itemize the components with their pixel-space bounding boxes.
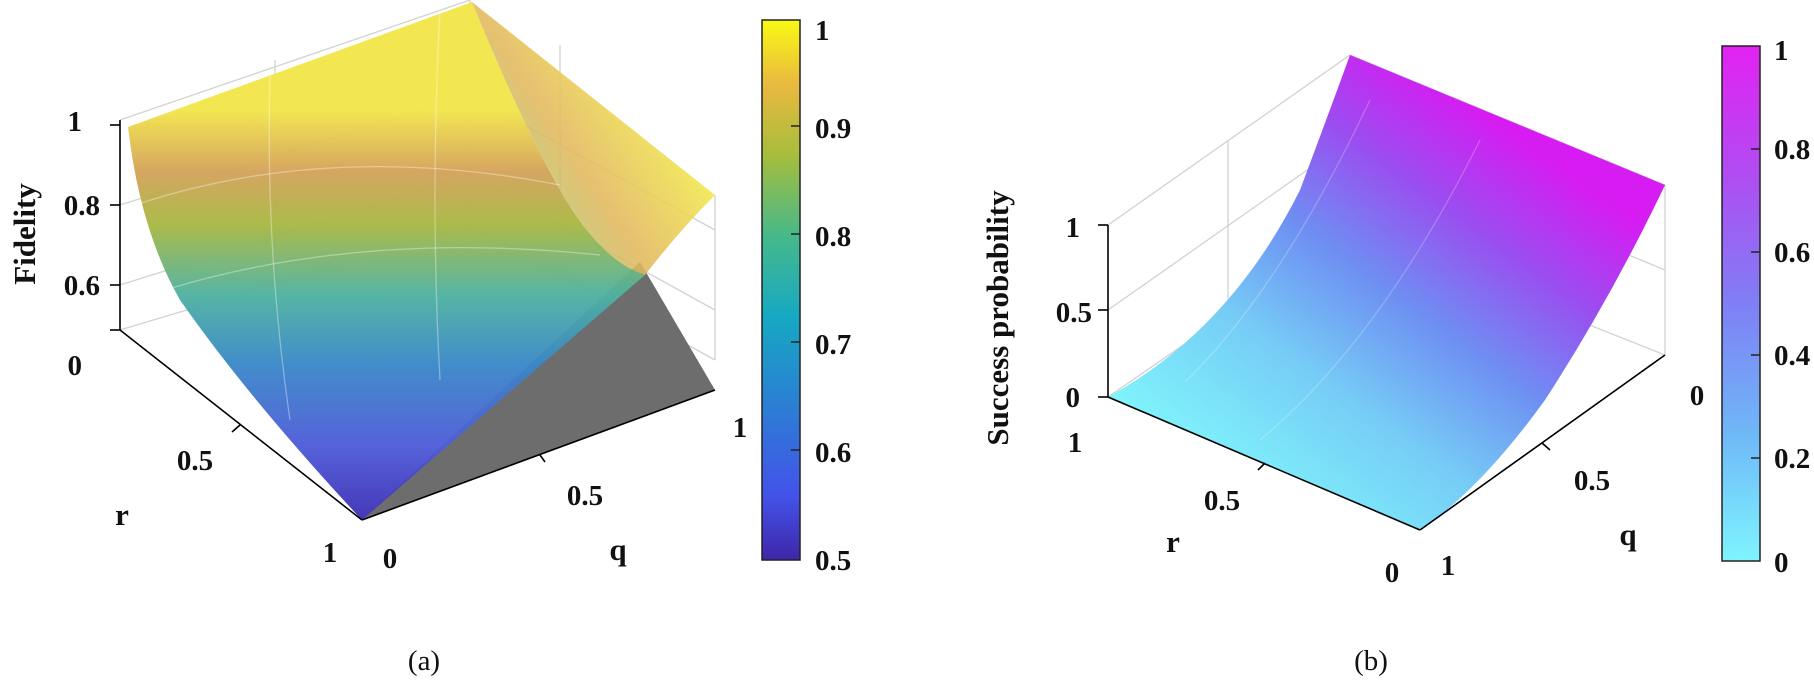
a-z-tick-0: 0 — [68, 350, 83, 382]
a-q-tick-1: 1 — [733, 412, 748, 444]
panel-b: 1 0.5 0 1 0.5 0 1 0.5 0 Success probabil… — [980, 35, 1810, 677]
b-xlabel: q — [1619, 517, 1636, 552]
a-q-tick-0: 0 — [383, 543, 398, 575]
a-cb-tick-0p5: 0.5 — [815, 545, 851, 577]
panel-a-axes — [110, 120, 716, 521]
b-colorbar-ticks — [1751, 148, 1760, 459]
b-r-tick-1: 1 — [1068, 427, 1083, 459]
b-cb-tick-0p4: 0.4 — [1774, 340, 1810, 372]
a-cb-tick-1: 1 — [815, 15, 830, 47]
panel-b-surface — [1108, 55, 1665, 530]
b-cb-tick-1: 1 — [1774, 35, 1789, 67]
panel-b-axes — [1098, 224, 1666, 531]
b-z-tick-1: 1 — [1066, 212, 1081, 244]
a-z-tick-1: 1 — [68, 106, 83, 138]
a-cb-tick-0p6: 0.6 — [815, 437, 851, 469]
a-colorbar-ticks — [791, 125, 800, 451]
b-z-tick-0p5: 0.5 — [1056, 297, 1092, 329]
panel-a-surface — [128, 2, 645, 520]
b-cb-tick-0p2: 0.2 — [1774, 443, 1810, 475]
a-cb-tick-0p9: 0.9 — [815, 113, 851, 145]
panel-a: 1 0.8 0.6 0 0.5 1 0 0.5 1 Fidelity r q 0… — [7, 0, 851, 677]
a-r-tick-0p5: 0.5 — [177, 445, 213, 477]
a-zlabel: Fidelity — [7, 183, 42, 285]
b-cb-tick-0p8: 0.8 — [1774, 134, 1810, 166]
a-cb-tick-0p7: 0.7 — [815, 329, 851, 361]
panel-a-surface-grid — [134, 9, 601, 421]
panel-a-surface-right — [472, 2, 715, 275]
b-cb-tick-0: 0 — [1774, 547, 1789, 579]
b-r-tick-0p5: 0.5 — [1204, 485, 1240, 517]
b-colorbar — [1721, 45, 1761, 562]
b-q-tick-0: 0 — [1690, 380, 1705, 412]
caption-a: (a) — [408, 645, 440, 677]
b-ylabel: r — [1166, 524, 1180, 559]
panel-b-surface-grid — [1184, 99, 1481, 441]
a-colorbar — [761, 19, 801, 561]
a-z-tick-0p6: 0.6 — [64, 270, 100, 302]
b-zlabel: Success probability — [980, 190, 1015, 446]
b-cb-tick-0p6: 0.6 — [1774, 237, 1810, 269]
a-ylabel: r — [115, 497, 129, 532]
panel-a-floor-patch — [362, 262, 715, 520]
b-z-tick-0: 0 — [1066, 382, 1081, 414]
b-r-tick-0: 0 — [1385, 557, 1400, 589]
a-r-tick-1: 1 — [323, 537, 338, 569]
a-cb-tick-0p8: 0.8 — [815, 221, 851, 253]
a-z-tick-0p8: 0.8 — [64, 190, 100, 222]
caption-b: (b) — [1354, 645, 1388, 677]
b-q-tick-0p5: 0.5 — [1574, 465, 1610, 497]
a-q-tick-0p5: 0.5 — [567, 480, 603, 512]
b-q-tick-1: 1 — [1441, 550, 1456, 582]
a-xlabel: q — [609, 532, 626, 567]
